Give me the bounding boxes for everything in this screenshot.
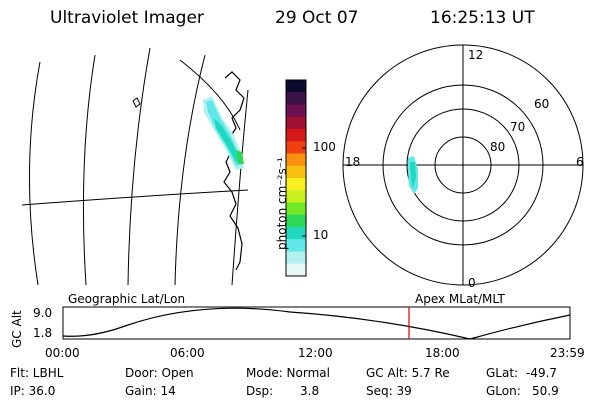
colorbar-segment: [286, 165, 306, 179]
glat-value: -49.7: [526, 366, 558, 380]
glon-value: 50.9: [532, 384, 559, 398]
latitude-line: [179, 59, 241, 131]
meridian-line: [174, 54, 206, 286]
latitude-line: [21, 189, 249, 206]
glon-label: GLon:: [486, 384, 521, 398]
timeline-frame: [62, 306, 571, 340]
colorbar-tick-100: 100: [313, 140, 336, 154]
time-label: 16:25:13 UT: [430, 8, 535, 28]
polar-label-6: 6: [576, 155, 584, 169]
mode-label: Mode: Normal: [246, 366, 330, 380]
meridian-line: [82, 54, 96, 286]
timeline-right-label: Apex MLat/MLT: [415, 292, 505, 306]
polar-label-12: 12: [468, 48, 484, 62]
dsp-value: 3.8: [300, 384, 320, 398]
timeline-x-tick: 00:00: [45, 346, 80, 360]
colorbar-segment: [286, 92, 306, 105]
timeline-y-tick-bottom: 1.8: [33, 326, 53, 340]
polar-label-0: 0: [468, 276, 476, 290]
polar-ring-label-70: 70: [510, 120, 526, 134]
colorbar-segment: [286, 178, 306, 191]
filter-label: Flt: LBHL: [10, 366, 64, 380]
meridian-line: [127, 47, 151, 286]
gain-label: Gain: 14: [125, 384, 176, 398]
colorbar-segment: [286, 202, 306, 216]
ip-label: IP: 36.0: [10, 384, 56, 398]
date-label: 29 Oct 07: [275, 8, 359, 28]
aurora-emission: [203, 96, 244, 170]
colorbar-segment: [286, 129, 306, 142]
meridian-line: [231, 89, 249, 286]
seq-label: Seq: 39: [366, 384, 412, 398]
colorbar-segment: [286, 116, 306, 130]
dsp-label: Dsp:: [246, 384, 274, 398]
colorbar-segment: [286, 239, 306, 252]
timeline-y-tick-top: 9.0: [33, 306, 53, 320]
timeline-x-tick: 18:00: [425, 346, 460, 360]
polar-aurora: [408, 156, 418, 194]
polar-ring-label-80: 80: [490, 140, 506, 154]
colorbar-segment: [286, 214, 306, 228]
colorbar-segment: [286, 227, 306, 240]
polar-ring-label-60: 60: [534, 97, 550, 111]
colorbar-segment: [286, 251, 306, 265]
gc-alt-label: GC Alt: 5.7 Re: [366, 366, 450, 380]
island-outline: [132, 97, 141, 108]
timeline-x-tick: 12:00: [298, 346, 333, 360]
colorbar-segment: [286, 80, 306, 93]
colorbar-segment: [286, 153, 306, 167]
colorbar-segment: [286, 104, 306, 118]
colorbar-segment: [286, 141, 306, 154]
door-label: Door: Open: [125, 366, 194, 380]
colorbar-segment: [286, 263, 306, 277]
timeline-left-label: Geographic Lat/Lon: [68, 292, 186, 306]
colorbar-segment: [286, 190, 306, 203]
glat-label: GLat:: [486, 366, 519, 380]
instrument-title: Ultraviolet Imager: [50, 8, 204, 28]
polar-label-18: 18: [345, 155, 361, 169]
colorbar-tick-10: 10: [313, 228, 329, 242]
meridian-line: [29, 61, 41, 286]
altitude-curve: [62, 307, 571, 340]
timeline-x-tick: 23:59: [550, 346, 585, 360]
timeline-x-tick: 06:00: [170, 346, 205, 360]
colorbar-frame: [285, 79, 307, 277]
